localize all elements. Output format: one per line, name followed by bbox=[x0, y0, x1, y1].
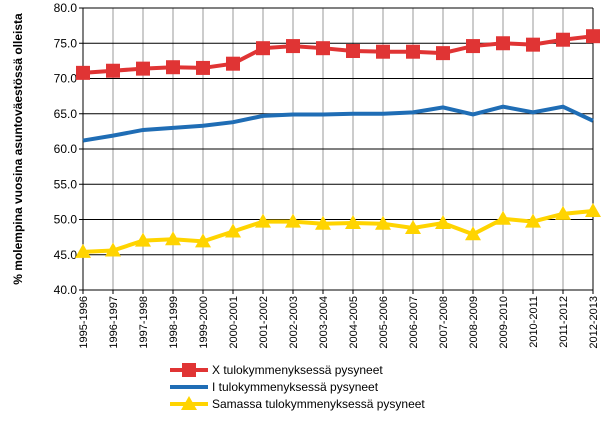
data-point bbox=[106, 63, 120, 78]
data-point bbox=[496, 36, 510, 51]
data-point bbox=[556, 32, 570, 47]
data-point bbox=[285, 213, 301, 228]
data-point bbox=[165, 231, 181, 246]
series-line bbox=[82, 34, 594, 75]
data-point bbox=[586, 29, 600, 44]
x-tick-label: 1999-2000 bbox=[198, 296, 210, 349]
data-point bbox=[256, 41, 270, 56]
data-point bbox=[435, 215, 451, 230]
y-tick-label: 50.0 bbox=[54, 213, 78, 227]
x-tick-label: 2009-2010 bbox=[498, 296, 510, 349]
data-point bbox=[465, 226, 481, 241]
data-point bbox=[166, 60, 180, 75]
y-tick-label: 40.0 bbox=[54, 283, 78, 297]
data-point bbox=[315, 215, 331, 230]
y-tick-label: 70.0 bbox=[54, 72, 78, 86]
series-0 bbox=[76, 29, 600, 80]
y-tick-label: 75.0 bbox=[54, 36, 78, 50]
y-axis-label: % molempina vuosina asuntoväestössä olle… bbox=[11, 13, 25, 285]
data-point bbox=[135, 232, 151, 247]
series-2 bbox=[75, 203, 601, 258]
x-tick-label: 1995-1996 bbox=[78, 296, 90, 349]
data-point bbox=[585, 203, 601, 218]
data-point bbox=[136, 61, 150, 76]
data-point bbox=[346, 44, 360, 59]
data-point bbox=[406, 44, 420, 59]
x-tick-label: 2004-2005 bbox=[348, 296, 360, 349]
series-1 bbox=[82, 104, 594, 143]
data-point bbox=[375, 215, 391, 230]
x-tick-label: 2000-2001 bbox=[228, 296, 240, 349]
data-point bbox=[195, 233, 211, 248]
data-point bbox=[526, 37, 540, 52]
data-point bbox=[495, 210, 511, 225]
x-tick-label: 2002-2003 bbox=[288, 296, 300, 349]
x-tick-label: 1996-1997 bbox=[108, 296, 120, 349]
y-tick-label: 60.0 bbox=[54, 142, 78, 156]
data-point bbox=[105, 242, 121, 257]
data-point bbox=[225, 223, 241, 238]
y-tick-label: 55.0 bbox=[54, 177, 78, 191]
x-tick-label: 2005-2006 bbox=[378, 296, 390, 349]
data-point bbox=[316, 41, 330, 56]
x-tick-label: 2003-2004 bbox=[318, 296, 330, 349]
x-tick-label: 1998-1999 bbox=[168, 296, 180, 349]
data-point bbox=[525, 213, 541, 228]
x-tick-label: 2007-2008 bbox=[438, 296, 450, 349]
legend-item: I tulokymmenyksessä pysyneet bbox=[170, 380, 379, 394]
legend-label: I tulokymmenyksessä pysyneet bbox=[212, 380, 379, 394]
x-tick-label: 2006-2007 bbox=[408, 296, 420, 349]
y-tick-label: 65.0 bbox=[54, 107, 78, 121]
legend-label: X tulokymmenyksessä pysyneet bbox=[212, 363, 383, 377]
data-point bbox=[182, 363, 196, 377]
data-point bbox=[181, 396, 197, 410]
data-point bbox=[196, 60, 210, 75]
data-point bbox=[555, 205, 571, 220]
data-point bbox=[286, 39, 300, 54]
legend-item: X tulokymmenyksessä pysyneet bbox=[170, 363, 383, 377]
data-point bbox=[75, 243, 91, 258]
x-tick-label: 2011-2012 bbox=[558, 296, 570, 348]
x-tick-label: 2008-2009 bbox=[468, 296, 480, 349]
series-line bbox=[82, 209, 594, 254]
legend-label: Samassa tulokymmenyksessä pysyneet bbox=[212, 397, 425, 411]
data-point bbox=[255, 213, 271, 228]
y-tick-label: 80.0 bbox=[54, 1, 78, 15]
series-line bbox=[82, 104, 594, 143]
data-point bbox=[226, 56, 240, 71]
x-tick-label: 2010-2011 bbox=[528, 296, 540, 348]
legend-item: Samassa tulokymmenyksessä pysyneet bbox=[170, 396, 425, 411]
x-tick-label: 1997-1998 bbox=[138, 296, 150, 349]
x-tick-label: 2012-2013 bbox=[588, 296, 600, 349]
data-point bbox=[76, 65, 90, 80]
data-point bbox=[376, 44, 390, 59]
data-point bbox=[405, 219, 421, 234]
y-tick-label: 45.0 bbox=[54, 248, 78, 262]
data-point bbox=[466, 39, 480, 54]
data-point bbox=[345, 215, 361, 230]
data-point bbox=[436, 46, 450, 61]
x-tick-label: 2001-2002 bbox=[258, 296, 270, 349]
